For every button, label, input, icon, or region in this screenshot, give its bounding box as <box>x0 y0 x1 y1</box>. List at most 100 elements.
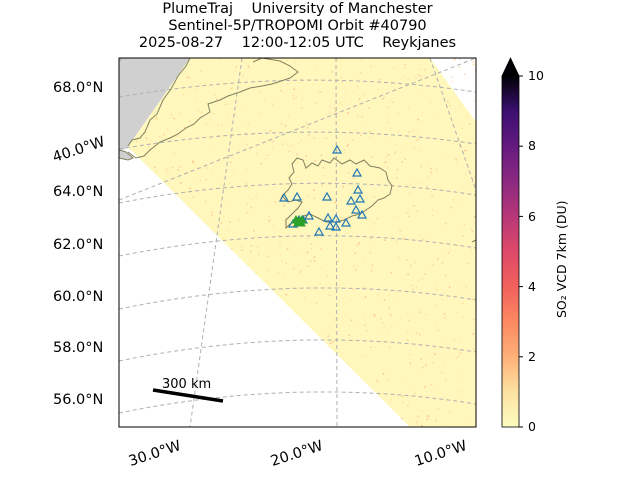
speckle-pixel <box>285 294 287 296</box>
speckle-pixel <box>465 285 468 288</box>
speckle-pixel <box>414 391 416 393</box>
speckle-pixel <box>267 154 269 157</box>
speckle-pixel <box>197 109 199 111</box>
speckle-pixel <box>305 122 308 124</box>
volcano-marker <box>324 220 336 230</box>
speckle-pixel <box>413 147 416 150</box>
speckle-pixel <box>387 329 389 331</box>
scale-bar-label: 300 km <box>162 377 212 392</box>
speckle-pixel <box>473 348 475 350</box>
colorbar-extend-max <box>501 57 520 77</box>
speckle-pixel <box>293 88 295 90</box>
speckle-pixel <box>258 112 260 115</box>
speckle-pixel <box>341 81 344 83</box>
speckle-pixel <box>369 252 372 254</box>
speckle-pixel <box>465 149 468 152</box>
speckle-pixel <box>338 301 340 303</box>
speckle-pixel <box>218 158 220 160</box>
speckle-pixel <box>373 315 376 317</box>
speckle-pixel <box>435 282 437 284</box>
speckle-pixel <box>226 201 228 203</box>
speckle-pixel <box>333 107 336 110</box>
colorbar-label: SO₂ VCD 7km (DU) <box>554 200 569 318</box>
speckle-pixel <box>250 250 252 253</box>
speckle-pixel <box>301 248 303 250</box>
speckle-pixel <box>307 214 309 216</box>
speckle-pixel <box>356 86 358 88</box>
speckle-pixel <box>203 83 205 85</box>
speckle-pixel <box>211 210 213 213</box>
speckle-pixel <box>421 111 424 114</box>
speckle-pixel <box>401 417 403 420</box>
speckle-pixel <box>445 274 447 277</box>
speckle-pixel <box>340 76 342 78</box>
speckle-pixel <box>436 289 438 291</box>
speckle-pixel <box>257 253 260 255</box>
speckle-pixel <box>416 421 419 423</box>
speckle-pixel <box>294 61 297 63</box>
speckle-pixel <box>307 237 309 239</box>
speckle-pixel <box>454 58 456 60</box>
speckle-pixel <box>246 143 248 145</box>
speckle-pixel <box>238 189 241 192</box>
lat-label-64: 64.0°N <box>53 184 104 200</box>
speckle-pixel <box>434 353 436 356</box>
speckle-pixel <box>226 83 229 85</box>
speckle-pixel <box>455 119 457 121</box>
speckle-pixel <box>387 114 389 116</box>
speckle-pixel <box>210 173 212 175</box>
speckle-pixel <box>344 149 346 151</box>
speckle-pixel <box>129 148 132 150</box>
speckle-pixel <box>380 318 382 320</box>
speckle-pixel <box>212 112 215 115</box>
speckle-pixel <box>442 367 445 369</box>
speckle-pixel <box>364 296 367 299</box>
speckle-pixel <box>308 134 310 136</box>
speckle-pixel <box>474 69 476 71</box>
speckle-pixel <box>462 235 464 237</box>
speckle-pixel <box>293 194 296 196</box>
volcano-marker <box>354 193 366 203</box>
speckle-pixel <box>145 137 148 139</box>
speckle-pixel <box>308 195 310 197</box>
speckle-pixel <box>304 297 306 299</box>
volcano-marker <box>278 192 290 202</box>
speckle-pixel <box>266 280 268 282</box>
volcano-marker <box>356 209 368 219</box>
speckle-pixel <box>413 205 415 207</box>
speckle-pixel <box>277 201 279 203</box>
speckle-pixel <box>405 329 407 331</box>
speckle-pixel <box>463 380 465 382</box>
speckle-pixel <box>473 319 475 321</box>
speckle-pixel <box>377 217 379 219</box>
speckle-pixel <box>279 197 282 199</box>
speckle-pixel <box>420 150 422 153</box>
iceland-coastline <box>281 157 393 230</box>
speckle-pixel <box>437 258 439 260</box>
title-line-2: Sentinel-5P/TROPOMI Orbit #40790 <box>168 18 427 34</box>
speckle-pixel <box>355 269 357 271</box>
speckle-pixel <box>382 98 384 100</box>
speckle-pixel <box>192 160 194 162</box>
speckle-pixel <box>210 137 212 140</box>
speckle-pixel <box>430 384 433 386</box>
speckle-pixel <box>447 252 450 254</box>
speckle-pixel <box>247 64 249 67</box>
speckle-pixel <box>452 198 454 201</box>
speckle-pixel <box>458 391 460 393</box>
speckle-pixel <box>464 150 466 152</box>
speckle-pixel <box>200 115 202 118</box>
speckle-pixel <box>283 91 285 93</box>
speckle-pixel <box>382 322 384 324</box>
speckle-pixel <box>380 340 382 343</box>
speckle-pixel <box>268 270 270 273</box>
speckle-pixel <box>396 216 398 219</box>
speckle-pixel <box>175 135 178 138</box>
speckle-pixel <box>328 294 331 297</box>
speckle-pixel <box>467 262 469 265</box>
speckle-pixel <box>285 217 287 220</box>
speckle-pixel <box>455 357 457 359</box>
speckle-pixel <box>448 286 451 288</box>
speckle-pixel <box>313 256 316 258</box>
speckle-pixel <box>459 352 462 354</box>
